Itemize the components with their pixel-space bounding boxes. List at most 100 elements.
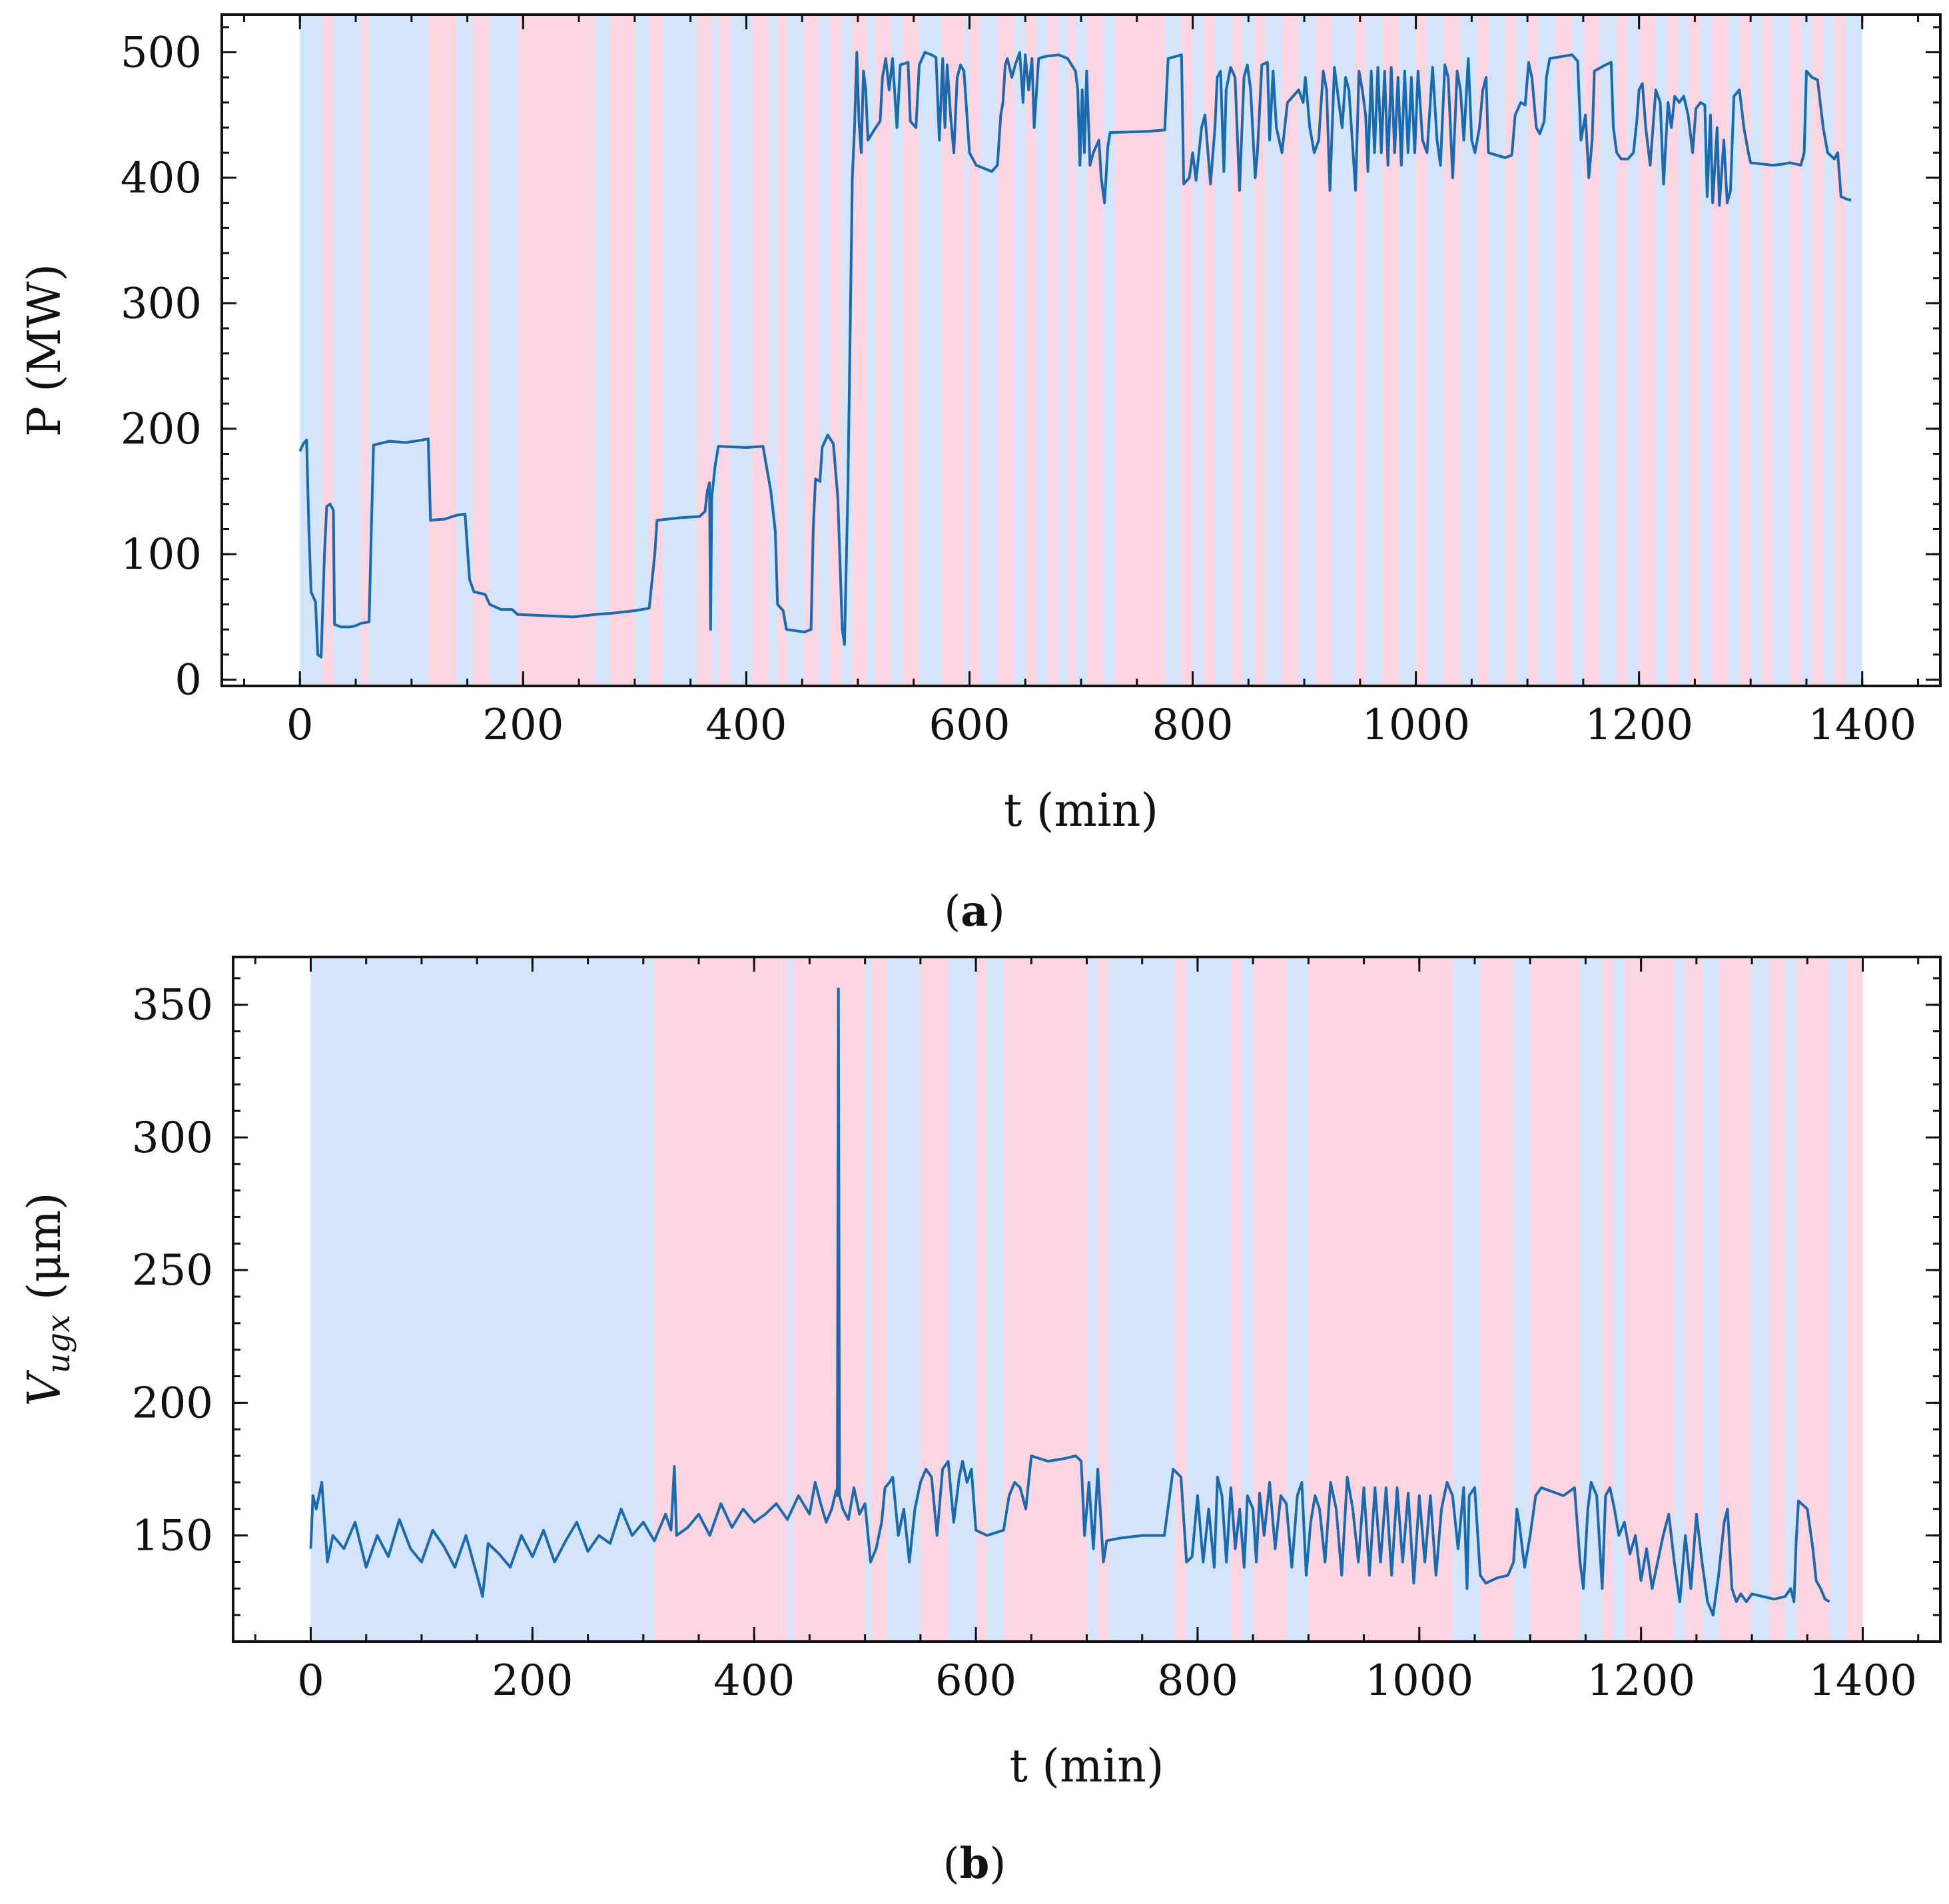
- x-axis-label: t (min): [1004, 785, 1158, 837]
- background-band: [1711, 15, 1729, 686]
- panel-label-close: ): [988, 887, 1005, 936]
- background-band: [713, 15, 719, 686]
- y-axis-label: Vugx (μm): [19, 1192, 77, 1406]
- panel-label-open: (: [944, 887, 961, 936]
- background-band: [1204, 15, 1216, 686]
- background-band: [887, 957, 921, 1642]
- background-band: [1488, 15, 1505, 686]
- background-band: [1689, 15, 1701, 686]
- background-band: [1739, 15, 1751, 686]
- background-band: [1627, 15, 1639, 686]
- background-band: [610, 15, 635, 686]
- background-band: [768, 15, 778, 686]
- background-band: [1242, 15, 1254, 686]
- background-band: [333, 15, 362, 686]
- background-band: [1067, 15, 1076, 686]
- background-band: [1036, 15, 1048, 686]
- y-tick-label: 300: [121, 279, 202, 328]
- background-band: [1308, 957, 1453, 1642]
- background-band: [1617, 15, 1628, 686]
- panel-label-open: (: [943, 1839, 960, 1889]
- background-band: [1354, 15, 1366, 686]
- background-band: [1516, 15, 1528, 686]
- background-band: [787, 957, 793, 1642]
- background-band: [793, 957, 865, 1642]
- background-band: [428, 15, 456, 686]
- background-band: [649, 15, 663, 686]
- x-tick-label: 1000: [1362, 701, 1470, 750]
- background-band: [517, 15, 596, 686]
- x-axis-label: t (min): [1009, 1740, 1164, 1793]
- background-band: [969, 15, 981, 686]
- background-band: [1477, 15, 1489, 686]
- x-tick-label: 1400: [1808, 1656, 1917, 1706]
- y-tick-label: 250: [132, 1246, 213, 1295]
- x-tick-label: 400: [713, 1656, 795, 1706]
- background-band: [729, 15, 752, 686]
- background-band: [634, 15, 649, 686]
- background-band: [1538, 15, 1556, 686]
- background-band: [948, 957, 976, 1642]
- background-band: [964, 15, 970, 686]
- background-band: [1602, 957, 1614, 1642]
- background-band: [1812, 15, 1824, 686]
- background-band: [1789, 15, 1801, 686]
- background-band: [1752, 957, 1769, 1642]
- y-tick-label: 500: [121, 29, 202, 78]
- x-tick-label: 800: [1157, 1656, 1238, 1706]
- x-tick-label: 600: [929, 701, 1010, 750]
- background-band: [920, 957, 949, 1642]
- x-tick-label: 1200: [1585, 701, 1693, 750]
- background-band: [976, 957, 987, 1642]
- background-bands: [310, 957, 1863, 1642]
- plot-frame: [232, 956, 1942, 1643]
- background-band: [1796, 957, 1830, 1642]
- y-tick-label: 350: [132, 981, 213, 1030]
- background-band: [786, 15, 805, 686]
- panel-label-close: ): [989, 1839, 1006, 1889]
- series-line-V_ugx: [309, 987, 1830, 1617]
- background-band: [1772, 15, 1790, 686]
- y-tick-label: 100: [121, 530, 202, 579]
- background-band: [1298, 15, 1316, 686]
- x-tick-label: 800: [1152, 701, 1233, 750]
- background-band: [490, 15, 518, 686]
- series-lines: [298, 51, 1852, 659]
- tick-labels: 0 200 400 600 800 1000 1200 1400 150 200 250 300 350: [132, 981, 1917, 1706]
- background-band: [1075, 15, 1087, 686]
- background-band: [1761, 15, 1773, 686]
- background-band: [1014, 15, 1026, 686]
- x-tick-label: 400: [705, 701, 787, 750]
- x-tick-label: 1000: [1365, 1656, 1473, 1706]
- background-band: [865, 957, 871, 1642]
- background-band: [654, 957, 788, 1642]
- background-band: [1443, 15, 1461, 686]
- background-band: [1829, 957, 1846, 1642]
- y-axis-label-sub: ugx: [40, 1315, 77, 1374]
- panel-label-a: (a): [944, 886, 1004, 936]
- background-band: [1845, 15, 1862, 686]
- background-band: [1667, 15, 1679, 686]
- background-band: [852, 15, 867, 686]
- background-band: [1834, 15, 1846, 686]
- background-band: [1098, 957, 1109, 1642]
- background-band: [1175, 957, 1187, 1642]
- background-band: [1785, 957, 1796, 1642]
- y-axis-label-main: V: [19, 1370, 71, 1407]
- y-tick-label: 200: [121, 405, 202, 454]
- background-band: [662, 15, 697, 686]
- background-band: [1282, 15, 1299, 686]
- background-band: [369, 15, 428, 686]
- panel-label-letter: a: [961, 886, 988, 936]
- background-band: [1254, 15, 1266, 686]
- background-band: [1555, 15, 1573, 686]
- y-tick-label: 0: [175, 656, 202, 705]
- panel-label-b: (b): [943, 1839, 1006, 1889]
- y-tick-label: 200: [132, 1379, 213, 1428]
- tick-labels: 0 200 400 600 800 1000 1200 1400 0 100 200 300 400 50…: [121, 29, 1916, 750]
- y-tick-label: 300: [132, 1113, 213, 1163]
- background-band: [875, 15, 892, 686]
- background-band: [1624, 957, 1675, 1642]
- x-tick-label: 200: [492, 1656, 573, 1706]
